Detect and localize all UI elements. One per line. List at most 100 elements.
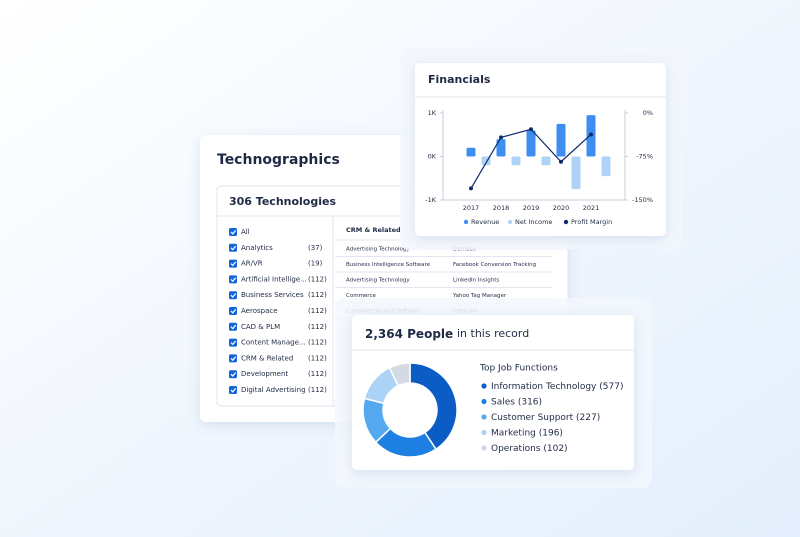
legend-name: Operations bbox=[491, 444, 541, 454]
check bbox=[230, 340, 237, 346]
fin-title: Financials bbox=[428, 73, 491, 86]
check bbox=[230, 293, 237, 298]
legend-entry: Customer Support (227) bbox=[491, 413, 600, 423]
legend-dot bbox=[481, 383, 487, 389]
filter-count: (112) bbox=[308, 323, 327, 331]
filter-count: (112) bbox=[308, 370, 327, 378]
line-point bbox=[499, 135, 503, 140]
checkbox bbox=[229, 243, 237, 252]
line-point bbox=[469, 186, 473, 191]
checkbox bbox=[229, 386, 237, 394]
y-tick-label: 1K bbox=[428, 109, 437, 117]
check bbox=[230, 230, 237, 235]
legend-dot bbox=[481, 398, 487, 405]
legend-value: (577) bbox=[599, 382, 623, 392]
y2-tick-label: 0% bbox=[643, 109, 653, 117]
bar bbox=[496, 139, 506, 157]
y2-tick-label: -150% bbox=[632, 196, 653, 204]
y-tick-label: -1K bbox=[425, 196, 436, 204]
filter-count: (112) bbox=[308, 354, 327, 362]
filter-label: All bbox=[241, 228, 250, 236]
people-count: 2,364 People bbox=[365, 327, 453, 341]
legend-value: (316) bbox=[518, 397, 542, 407]
filter-label: Development bbox=[241, 370, 288, 378]
table-header: CRM & Related bbox=[346, 226, 401, 234]
y-tick-label: 0K bbox=[428, 153, 437, 161]
filter-label: CRM & Related bbox=[241, 354, 293, 362]
filter-label: CAD & PLM bbox=[241, 323, 280, 331]
filter-label: Business Services bbox=[241, 291, 304, 299]
filter-count: (19) bbox=[308, 260, 323, 268]
checkbox bbox=[229, 291, 237, 300]
filter-count: (112) bbox=[308, 339, 327, 347]
legend-entry: Sales (316) bbox=[491, 397, 542, 407]
x-tick-label: 2019 bbox=[523, 204, 540, 212]
bar bbox=[556, 123, 566, 157]
legend-dot bbox=[463, 219, 469, 225]
table-cell: LinkedIn Insights bbox=[453, 278, 499, 284]
people-card bbox=[352, 315, 634, 470]
bar bbox=[571, 156, 581, 190]
checkbox bbox=[229, 307, 237, 315]
check bbox=[230, 388, 237, 393]
legend-entry: Marketing (196) bbox=[491, 428, 563, 438]
filter-label: Content Manage... bbox=[241, 339, 306, 347]
check bbox=[230, 324, 237, 330]
legend-dot bbox=[507, 219, 513, 225]
checkbox bbox=[229, 275, 237, 284]
check bbox=[230, 277, 237, 283]
filter-label: AR/VR bbox=[241, 260, 263, 268]
x-tick-label: 2018 bbox=[493, 204, 510, 212]
filter-label: Artificial Intellige... bbox=[241, 275, 307, 283]
check bbox=[230, 356, 237, 362]
legend-title: Top Job Functions bbox=[479, 364, 558, 374]
legend-label: Net Income bbox=[515, 218, 552, 226]
checkbox bbox=[229, 259, 237, 268]
checkbox bbox=[229, 370, 237, 379]
filter-label: Aerospace bbox=[241, 307, 278, 315]
donut-chart: Information Technology (577) Sales (316) C… bbox=[362, 362, 623, 458]
legend-label: Revenue bbox=[471, 218, 499, 226]
checkbox bbox=[229, 228, 237, 236]
table-cell: Advertising Technology bbox=[346, 247, 410, 253]
x-tick-label: 2021 bbox=[583, 204, 600, 212]
line-point bbox=[559, 159, 563, 164]
table-cell: Commerce bbox=[346, 293, 376, 299]
bar bbox=[526, 130, 536, 157]
x-tick-label: 2017 bbox=[463, 204, 480, 212]
check bbox=[230, 261, 237, 267]
legend-name: Sales bbox=[491, 397, 515, 407]
bar bbox=[601, 156, 611, 177]
techno-title: Technographics bbox=[217, 152, 340, 168]
check bbox=[230, 372, 237, 377]
y2-tick-label: -75% bbox=[636, 153, 653, 161]
fin-chart: -1K 0K 1K -150% -75% 0% 2017 2018 2019 2020 2021 Re… bbox=[425, 109, 653, 226]
fin-card bbox=[415, 63, 666, 236]
check bbox=[230, 309, 237, 314]
legend-label: Profit Margin bbox=[571, 218, 612, 226]
donut-slice bbox=[388, 362, 411, 387]
filter-count: (112) bbox=[308, 386, 327, 394]
table-cell: Business Intelligence Software bbox=[346, 262, 431, 268]
x-tick-label: 2020 bbox=[553, 204, 570, 212]
legend-dot bbox=[481, 445, 487, 451]
filter-count: (37) bbox=[308, 244, 323, 252]
line-point bbox=[529, 127, 533, 132]
line-point bbox=[589, 132, 593, 137]
check bbox=[230, 245, 237, 251]
bar bbox=[466, 147, 476, 157]
bar bbox=[511, 156, 521, 166]
bar bbox=[541, 156, 551, 166]
people-title: 2,364 People in this record bbox=[365, 327, 529, 341]
filter-count: (112) bbox=[308, 307, 327, 315]
filter-count: (112) bbox=[308, 275, 327, 283]
legend-value: (102) bbox=[543, 444, 567, 454]
legend-name: Marketing bbox=[491, 428, 536, 438]
legend-dot bbox=[563, 219, 569, 225]
legend-value: (227) bbox=[576, 413, 600, 423]
table-cell: Yahoo Tag Manager bbox=[452, 293, 507, 299]
checkbox bbox=[229, 338, 237, 347]
table-cell: Advertising Technology bbox=[346, 278, 410, 284]
